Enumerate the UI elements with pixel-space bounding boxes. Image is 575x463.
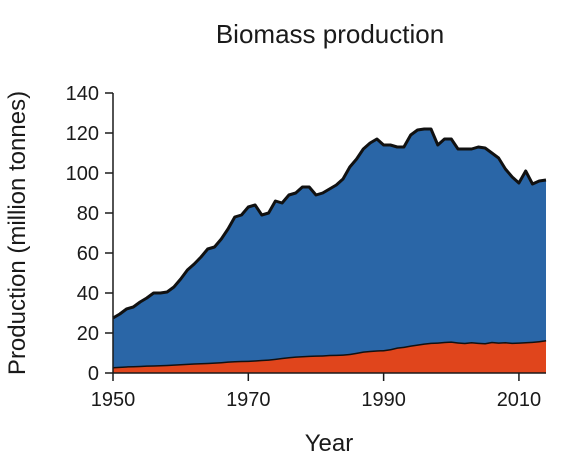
x-tick-label: 1950 [91, 389, 136, 411]
x-tick-label: 2010 [497, 389, 542, 411]
x-tick-label: 1970 [226, 389, 271, 411]
y-tick-label: 60 [77, 243, 99, 265]
y-tick-label: 80 [77, 203, 99, 225]
series-0-area [113, 340, 546, 373]
plot-areas [112, 127, 547, 373]
y-tick-label: 120 [66, 123, 99, 145]
y-tick-label: 100 [66, 163, 99, 185]
x-tick-label: 1990 [361, 389, 406, 411]
chart-title: Biomass production [216, 19, 444, 49]
y-tick-label: 40 [77, 283, 99, 305]
axes: 0 20 40 60 80 100 120 140 1950 1970 1990 2010 [66, 83, 546, 411]
y-tick-label: 20 [77, 323, 99, 345]
x-axis-label: Year [305, 430, 354, 457]
y-axis-label: Production (million tonnes) [4, 91, 31, 375]
y-tick-label: 140 [66, 83, 99, 105]
series-1-top-line [112, 127, 547, 320]
series-1-area [113, 129, 546, 367]
y-tick-label: 0 [88, 363, 99, 385]
